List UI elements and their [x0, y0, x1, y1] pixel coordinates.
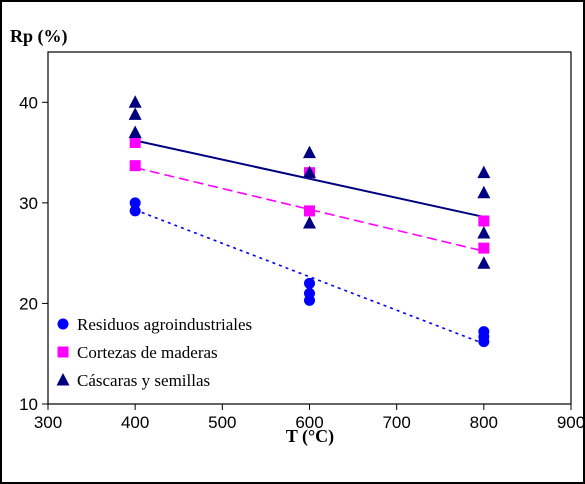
trend-lines [134, 139, 485, 345]
data-point-series-3 [128, 107, 142, 120]
data-point-series-3 [128, 95, 142, 108]
trend-line-3 [134, 139, 485, 218]
data-point-series-2 [129, 137, 141, 149]
data-point-series-3 [303, 145, 316, 159]
x-axis-title: T (°C) [286, 426, 334, 447]
legend-label-1: Residuos agroindustriales [77, 315, 252, 334]
data-point-series-2 [478, 242, 490, 254]
x-tick-label: 700 [382, 413, 410, 432]
axis-ticks: 300 400 500 600 700 800 900 10 20 30 40 [19, 93, 585, 432]
y-tick-label: 40 [19, 93, 38, 112]
y-axis-title: Rp (%) [10, 26, 68, 47]
data-point-series-1 [129, 197, 141, 209]
data-point-series-1 [304, 277, 315, 289]
data-point-series-1 [304, 287, 315, 299]
data-point-series-1 [478, 326, 490, 338]
data-point-series-3 [477, 226, 491, 239]
legend-marker-3 [56, 373, 70, 386]
legend: Residuos agroindustriales Cortezas de mad… [56, 315, 252, 390]
data-point-series-3 [477, 165, 491, 179]
data-point-series-3 [477, 185, 491, 199]
data-point-series-3 [128, 125, 142, 138]
legend-label-3: Cáscaras y semillas [77, 371, 210, 390]
data-point-series-2 [478, 215, 490, 227]
data-markers [128, 95, 491, 348]
x-tick-label: 400 [121, 413, 149, 432]
data-point-series-2 [304, 205, 315, 217]
legend-marker-1 [57, 318, 69, 330]
data-point-series-3 [303, 165, 316, 179]
legend-label-2: Cortezas de maderas [77, 343, 218, 362]
x-tick-label: 800 [470, 413, 498, 432]
x-tick-label: 300 [34, 413, 62, 432]
data-point-series-1 [129, 205, 141, 217]
y-tick-label: 20 [19, 294, 38, 313]
x-tick-label: 600 [295, 413, 323, 432]
legend-marker-2 [57, 346, 69, 358]
y-tick-label: 30 [19, 194, 38, 213]
y-tick-label: 10 [19, 395, 38, 414]
x-tick-label: 500 [208, 413, 236, 432]
data-point-series-3 [303, 215, 316, 229]
x-tick-label: 900 [557, 413, 585, 432]
data-point-series-2 [129, 160, 141, 172]
data-point-series-3 [477, 256, 491, 269]
